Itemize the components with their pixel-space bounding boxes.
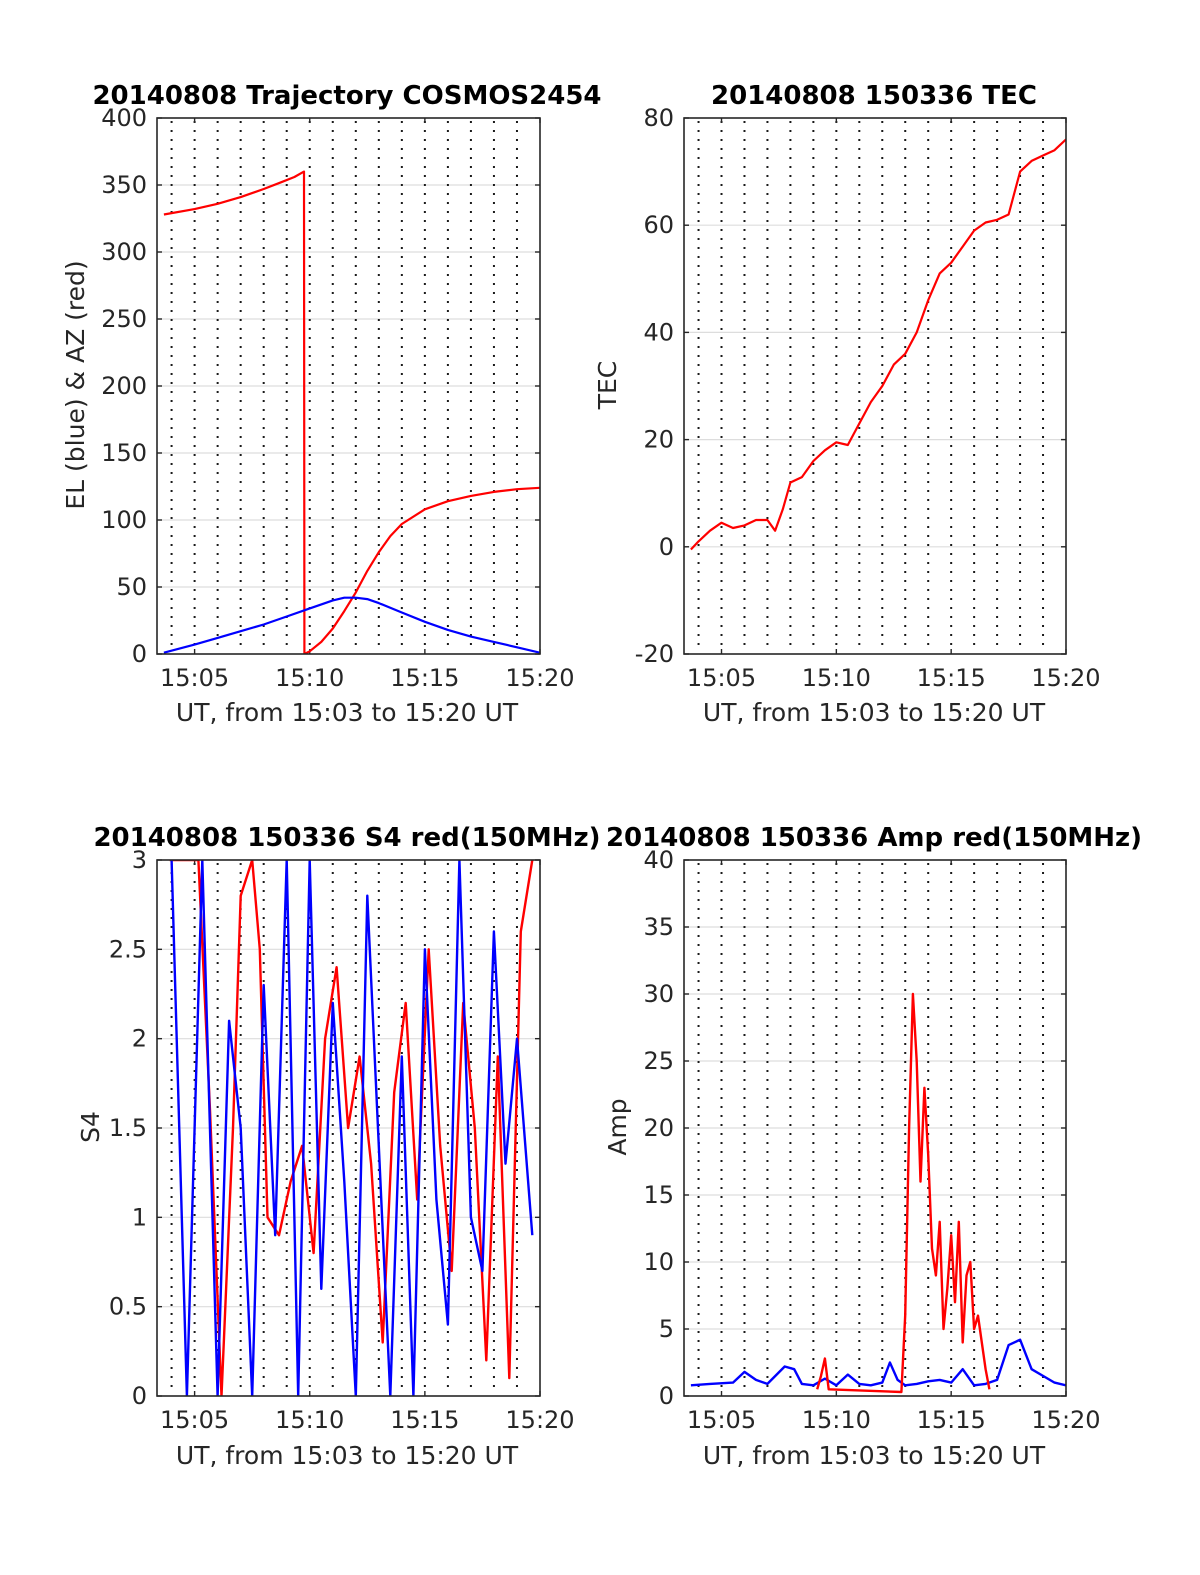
chart-title: 20140808 Trajectory COSMOS2454 — [92, 81, 601, 111]
plot-frame — [156, 859, 541, 1397]
series-line-red — [169, 860, 534, 1396]
y-tick-label: 200 — [101, 372, 147, 400]
y-tick-label: 50 — [116, 573, 147, 601]
tec-chart: 20140808 150336 TEC UT, from 15:03 to 15… — [593, 81, 1101, 727]
plot-frame — [156, 117, 541, 655]
x-axis-label: UT, from 15:03 to 15:20 UT — [176, 698, 519, 727]
y-axis-label: Amp — [603, 1098, 632, 1155]
amp-chart: 20140808 150336 Amp red(150MHz) UT, from… — [603, 823, 1142, 1470]
y-tick-label: 40 — [643, 846, 674, 874]
y-tick-label: 20 — [643, 1114, 674, 1142]
y-tick-label: 40 — [643, 318, 674, 346]
x-tick-label: 15:05 — [687, 664, 756, 692]
y-tick-label: 2 — [132, 1025, 147, 1053]
plot-frame — [683, 117, 1067, 655]
y-axis-label: TEC — [593, 361, 622, 411]
x-tick-label: 15:10 — [802, 1406, 871, 1434]
series-line-red — [163, 170, 540, 654]
plot-frame — [683, 859, 1067, 1397]
x-tick-label: 15:10 — [802, 664, 871, 692]
x-tick-label: 15:10 — [275, 664, 344, 692]
y-tick-label: 25 — [643, 1047, 674, 1075]
x-tick-label: 15:20 — [1031, 664, 1100, 692]
y-tick-label: 20 — [643, 426, 674, 454]
y-tick-label: 1.5 — [109, 1114, 147, 1142]
y-tick-label: 30 — [643, 980, 674, 1008]
y-tick-label: 100 — [101, 506, 147, 534]
x-tick-label: 15:20 — [505, 1406, 574, 1434]
y-tick-label: 0 — [132, 640, 147, 668]
y-tick-label: 15 — [643, 1181, 674, 1209]
series-line-blue — [163, 596, 540, 654]
s4-chart: 20140808 150336 S4 red(150MHz) UT, from … — [76, 823, 601, 1470]
series-line-red — [816, 992, 991, 1394]
y-tick-label: 0 — [659, 1382, 674, 1410]
x-axis-label: UT, from 15:03 to 15:20 UT — [703, 698, 1046, 727]
x-axis-label: UT, from 15:03 to 15:20 UT — [703, 1441, 1046, 1470]
x-tick-label: 15:15 — [390, 664, 459, 692]
x-tick-label: 15:15 — [390, 1406, 459, 1434]
y-tick-label: 35 — [643, 913, 674, 941]
trajectory-chart: 20140808 Trajectory COSMOS2454 UT, from … — [61, 81, 602, 727]
y-tick-label: 3 — [132, 846, 147, 874]
y-tick-label: 5 — [659, 1315, 674, 1343]
chart-title: 20140808 150336 S4 red(150MHz) — [93, 823, 600, 853]
series-line-red — [690, 138, 1066, 551]
y-tick-label: 2.5 — [109, 935, 147, 963]
x-tick-label: 15:05 — [687, 1406, 756, 1434]
y-tick-label: 0 — [132, 1382, 147, 1410]
y-axis-label: S4 — [76, 1111, 105, 1143]
x-tick-label: 15:10 — [275, 1406, 344, 1434]
x-axis-label: UT, from 15:03 to 15:20 UT — [176, 1441, 519, 1470]
y-tick-label: 400 — [101, 104, 147, 132]
x-tick-label: 15:05 — [160, 1406, 229, 1434]
y-tick-label: 10 — [643, 1248, 674, 1276]
y-tick-label: 350 — [101, 171, 147, 199]
y-axis-label: EL (blue) & AZ (red) — [61, 260, 90, 509]
y-tick-label: 1 — [132, 1203, 147, 1231]
series-line-blue — [690, 1338, 1066, 1387]
x-tick-label: 15:15 — [917, 664, 986, 692]
y-tick-label: 80 — [643, 104, 674, 132]
chart-title: 20140808 150336 TEC — [711, 81, 1037, 111]
y-tick-label: 0 — [659, 533, 674, 561]
y-tick-label: 150 — [101, 439, 147, 467]
y-tick-label: -20 — [635, 640, 674, 668]
x-tick-label: 15:20 — [505, 664, 574, 692]
y-tick-label: 300 — [101, 238, 147, 266]
chart-title: 20140808 150336 Amp red(150MHz) — [606, 823, 1142, 853]
x-tick-label: 15:05 — [160, 664, 229, 692]
series-line-blue — [170, 860, 534, 1396]
x-tick-label: 15:20 — [1031, 1406, 1100, 1434]
y-tick-label: 60 — [643, 211, 674, 239]
y-tick-label: 0.5 — [109, 1293, 147, 1321]
y-tick-label: 250 — [101, 305, 147, 333]
x-tick-label: 15:15 — [917, 1406, 986, 1434]
